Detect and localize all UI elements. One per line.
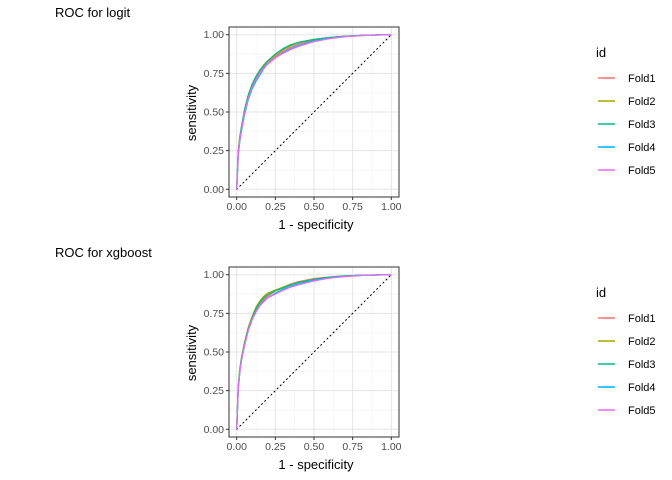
chart-title: ROC for logit (55, 5, 131, 20)
legend-label-fold4: Fold4 (628, 142, 656, 154)
y-tick-label: 0.00 (204, 424, 225, 436)
legend-title: id (596, 45, 606, 60)
x-axis-title: 1 - specificity (278, 457, 354, 472)
x-tick-label: 0.25 (265, 441, 286, 453)
x-tick-label: 0.75 (342, 201, 363, 213)
y-tick-label: 0.75 (204, 308, 225, 320)
y-axis-title: sensitivity (184, 84, 199, 141)
y-tick-label: 0.50 (204, 107, 225, 119)
x-tick-label: 0.50 (304, 441, 325, 453)
y-axis-title: sensitivity (184, 324, 199, 381)
x-tick-label: 1.00 (381, 201, 402, 213)
legend-title: id (596, 285, 606, 300)
y-tick-label: 1.00 (204, 269, 225, 281)
roc-panel-xgboost: ROC for xgboost 1 - specificity sensitiv… (55, 245, 656, 472)
legend-label-fold4: Fold4 (628, 382, 656, 394)
legend: id Fold1 Fold2 Fold3 Fold4 Fold5 (596, 285, 656, 417)
reference-diagonal-line (236, 34, 392, 190)
plot-area: 0.000.00 0.25 0.25 0.50 0.50 0.75 0.75 1.00 1.00 (204, 26, 402, 213)
legend-label-fold3: Fold3 (628, 119, 656, 131)
chart-title: ROC for xgboost (55, 245, 152, 260)
roc-line-fold5 (236, 274, 392, 430)
legend-keys: Fold1 Fold2 Fold3 Fold4 Fold5 (598, 313, 656, 417)
legend: id Fold1 Fold2 Fold3 Fold4 Fold5 (596, 45, 656, 177)
roc-panel-logit: ROC for logit 1 - specificity sensitivit… (55, 5, 656, 232)
x-tick-label: 1.00 (381, 441, 402, 453)
legend-label-fold1: Fold1 (628, 73, 656, 85)
plot-border (228, 266, 400, 438)
legend-keys: Fold1 Fold2 Fold3 Fold4 Fold5 (598, 73, 656, 177)
x-tick-label: 0.75 (342, 441, 363, 453)
x-tick-label: 0.25 (265, 201, 286, 213)
legend-label-fold5: Fold5 (628, 165, 656, 177)
legend-label-fold2: Fold2 (628, 96, 656, 108)
legend-label-fold5: Fold5 (628, 405, 656, 417)
roc-line-fold5 (236, 34, 392, 190)
y-tick-label: 0.50 (204, 347, 225, 359)
reference-diagonal-line (236, 274, 392, 430)
y-tick-label: 0.00 (204, 184, 225, 196)
x-tick-label: 0.00 (226, 201, 247, 213)
legend-label-fold2: Fold2 (628, 336, 656, 348)
y-tick-label: 0.25 (204, 145, 225, 157)
legend-label-fold3: Fold3 (628, 359, 656, 371)
x-tick-label: 0.50 (304, 201, 325, 213)
x-axis-title: 1 - specificity (278, 217, 354, 232)
x-tick-label: 0.00 (226, 441, 247, 453)
y-tick-label: 0.25 (204, 385, 225, 397)
plot-border (228, 26, 400, 198)
legend-label-fold1: Fold1 (628, 313, 656, 325)
y-tick-label: 1.00 (204, 29, 225, 41)
y-tick-label: 0.75 (204, 68, 225, 80)
plot-area: 0.000.00 0.25 0.25 0.50 0.50 0.75 0.75 1.00 1.00 (204, 266, 402, 453)
